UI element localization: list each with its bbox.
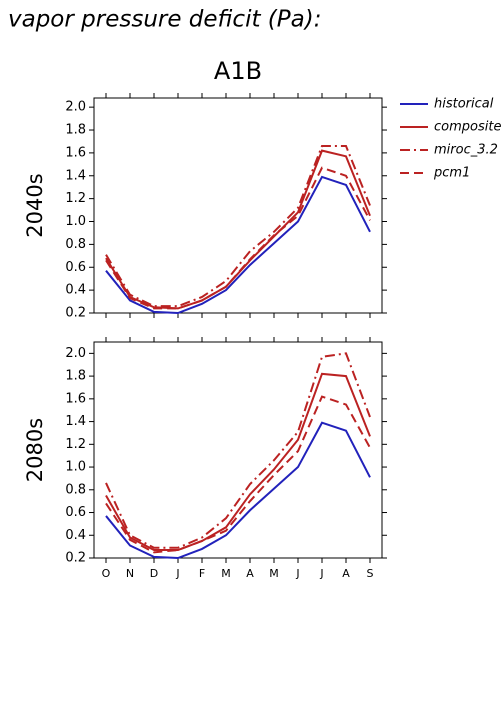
y-tick-label: 1.6 <box>65 391 86 406</box>
y-tick-label: 2.0 <box>65 100 86 115</box>
x-tick-label: N <box>126 567 134 580</box>
y-axis-label: 2080s <box>23 418 47 482</box>
x-tick-label: M <box>221 567 231 580</box>
plot-frame <box>93 97 383 314</box>
y-tick-label: 2.0 <box>65 346 86 361</box>
y-tick-label: 0.4 <box>65 283 86 298</box>
y-tick-label: 1.8 <box>65 123 86 138</box>
legend-label: miroc_3.2 <box>434 143 498 158</box>
y-tick-label: 1.4 <box>65 168 86 183</box>
panel-title: A1B <box>214 57 262 85</box>
series-line <box>105 421 371 560</box>
page-heading: vapor pressure deficit (Pa): <box>8 7 321 33</box>
y-tick-label: 1.2 <box>65 191 86 206</box>
series-line <box>105 149 371 310</box>
series-line <box>105 166 371 310</box>
x-tick-label: A <box>246 567 254 580</box>
y-tick-label: 1.4 <box>65 414 86 429</box>
series-line <box>105 145 371 308</box>
x-tick-label: J <box>319 567 323 580</box>
x-tick-label: O <box>102 567 111 580</box>
x-tick-label: F <box>199 567 205 580</box>
x-tick-label: A <box>342 567 350 580</box>
y-tick-label: 0.6 <box>65 505 86 520</box>
y-tick-label: 0.6 <box>65 260 86 275</box>
y-tick-label: 0.8 <box>65 237 86 252</box>
legend-label: pcm1 <box>433 166 470 181</box>
plot-frame <box>93 341 383 559</box>
x-tick-label: J <box>175 567 179 580</box>
y-tick-label: 0.4 <box>65 528 86 543</box>
x-tick-label: D <box>150 567 158 580</box>
y-tick-label: 0.8 <box>65 482 86 497</box>
series-line <box>105 372 371 552</box>
y-tick-label: 1.2 <box>65 437 86 452</box>
y-tick-label: 1.0 <box>65 214 86 229</box>
series-line <box>105 175 371 315</box>
legend-label: composite <box>434 120 501 135</box>
y-axis-label: 2040s <box>23 173 47 237</box>
series-line <box>105 395 371 554</box>
x-tick-label: S <box>367 567 374 580</box>
y-tick-label: 1.6 <box>65 145 86 160</box>
x-tick-label: M <box>269 567 279 580</box>
series-line <box>105 352 371 549</box>
y-tick-label: 1.0 <box>65 460 86 475</box>
y-tick-label: 0.2 <box>65 551 86 566</box>
legend-label: historical <box>434 97 494 112</box>
x-tick-label: J <box>295 567 299 580</box>
y-tick-label: 0.2 <box>65 306 86 321</box>
y-tick-label: 1.8 <box>65 369 86 384</box>
